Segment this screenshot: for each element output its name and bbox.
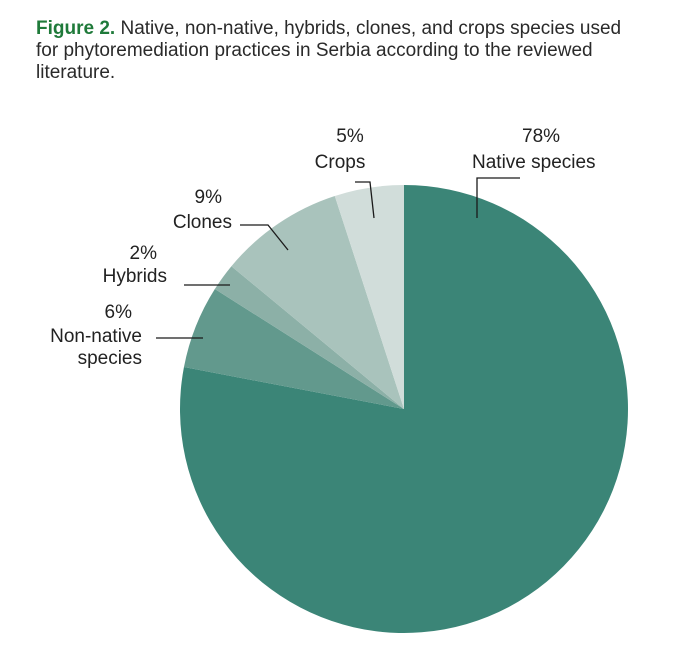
category-label-hybrids: Hybrids: [103, 266, 167, 287]
caption-text: Native, non-native, hybrids, clones, and…: [36, 18, 622, 83]
leader-line-crops: [355, 181, 375, 219]
pie-slice-non-native-species: [183, 288, 404, 409]
figure-label: Figure 2.: [36, 18, 116, 39]
category-label-non-native-species-line-1: Non-native: [50, 326, 142, 347]
category-label-clones: Clones: [173, 212, 232, 233]
leader-line-native-species: [476, 177, 520, 218]
pie-slice-clones: [231, 195, 404, 409]
pie-slice-hybrids: [214, 266, 404, 409]
pct-label-native-species: 78%: [522, 126, 560, 147]
pct-label-hybrids: 2%: [130, 243, 158, 264]
category-label-native-species: Native species: [472, 152, 596, 173]
pie-slices: [180, 185, 629, 633]
pct-label-crops: 5%: [336, 126, 364, 147]
category-label-crops: Crops: [315, 152, 366, 173]
pct-label-clones: 9%: [195, 187, 223, 208]
pct-label-non-native-species: 6%: [105, 302, 133, 323]
category-label-non-native-species-line-2: species: [78, 348, 142, 369]
pie-slice-native-species: [180, 185, 629, 633]
pie-slice-crops: [334, 185, 404, 409]
figure-caption: Figure 2. Native, non-native, hybrids, c…: [36, 18, 646, 84]
leader-line-clones: [240, 224, 289, 251]
